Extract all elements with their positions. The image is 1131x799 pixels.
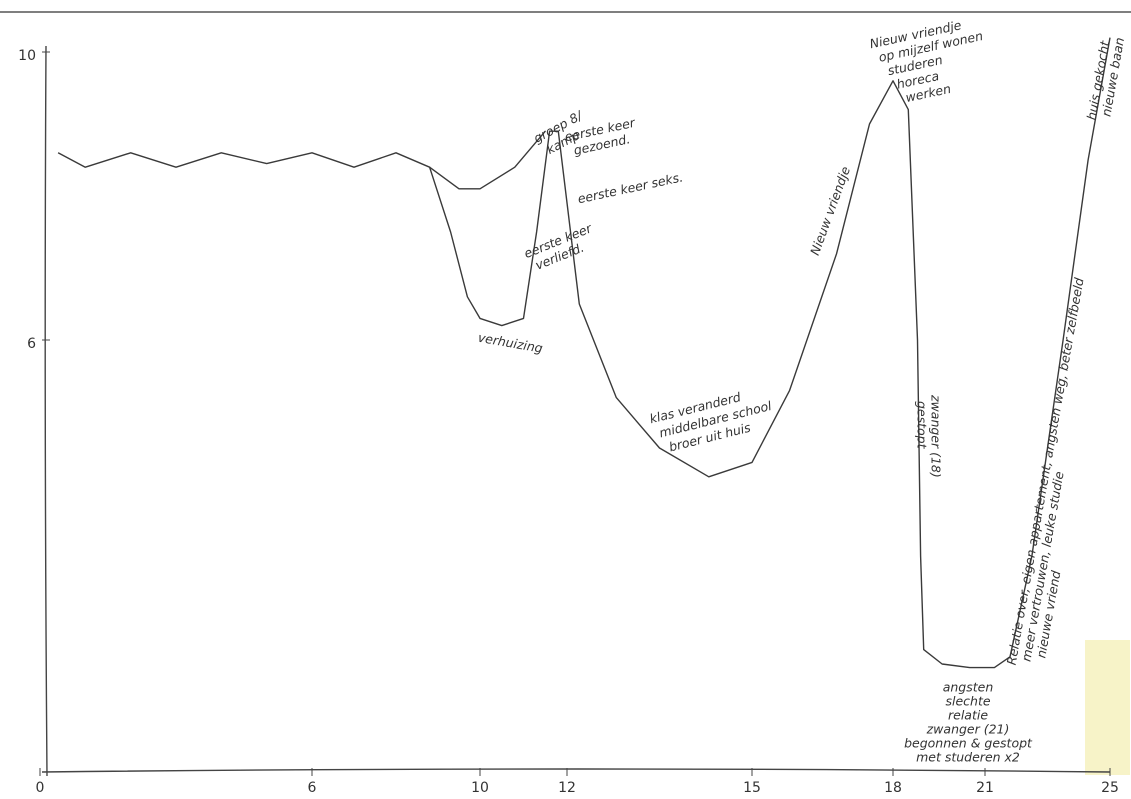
annotation-line: relatie <box>948 708 988 723</box>
annotation: Relatie over, eigen appartement, angsten… <box>1004 276 1087 666</box>
annotation: eerste keer seks. <box>576 169 684 206</box>
life-line <box>57 37 1111 669</box>
y-tick-label: 6 <box>27 336 36 352</box>
annotation-line: verhuizing <box>477 330 544 356</box>
life-line <box>429 130 546 190</box>
annotation: Nieuw vriendje <box>807 164 853 257</box>
x-axis <box>41 768 1111 773</box>
annotation-line: gestopt <box>915 401 930 450</box>
y-tick-label: 10 <box>18 48 36 64</box>
x-tick-label: 21 <box>976 780 994 796</box>
x-tick-label: 0 <box>36 780 45 796</box>
annotation: verhuizing <box>477 330 544 356</box>
annotation-line: zwanger (18) <box>929 394 944 478</box>
x-tick-label: 18 <box>884 780 902 796</box>
x-tick-label: 10 <box>471 780 489 796</box>
annotation-line: eerste keer seks. <box>576 169 684 206</box>
x-tick-label: 12 <box>558 780 576 796</box>
annotation: zwanger (18)gestopt <box>915 394 944 478</box>
annotation-line: Nieuw vriendje <box>807 164 853 257</box>
annotation-line: zwanger (21) <box>926 722 1010 737</box>
x-tick-label: 6 <box>308 780 317 796</box>
y-axis <box>44 45 48 777</box>
annotation-line: met studeren x2 <box>916 750 1020 765</box>
annotation-line: angsten <box>943 680 994 695</box>
annotation-line: slechte <box>945 694 990 709</box>
x-tick-label: 25 <box>1101 780 1119 796</box>
x-tick-label: 15 <box>743 780 761 796</box>
sticky-note <box>1085 640 1130 775</box>
annotation-line: begonnen & gestopt <box>904 736 1033 751</box>
